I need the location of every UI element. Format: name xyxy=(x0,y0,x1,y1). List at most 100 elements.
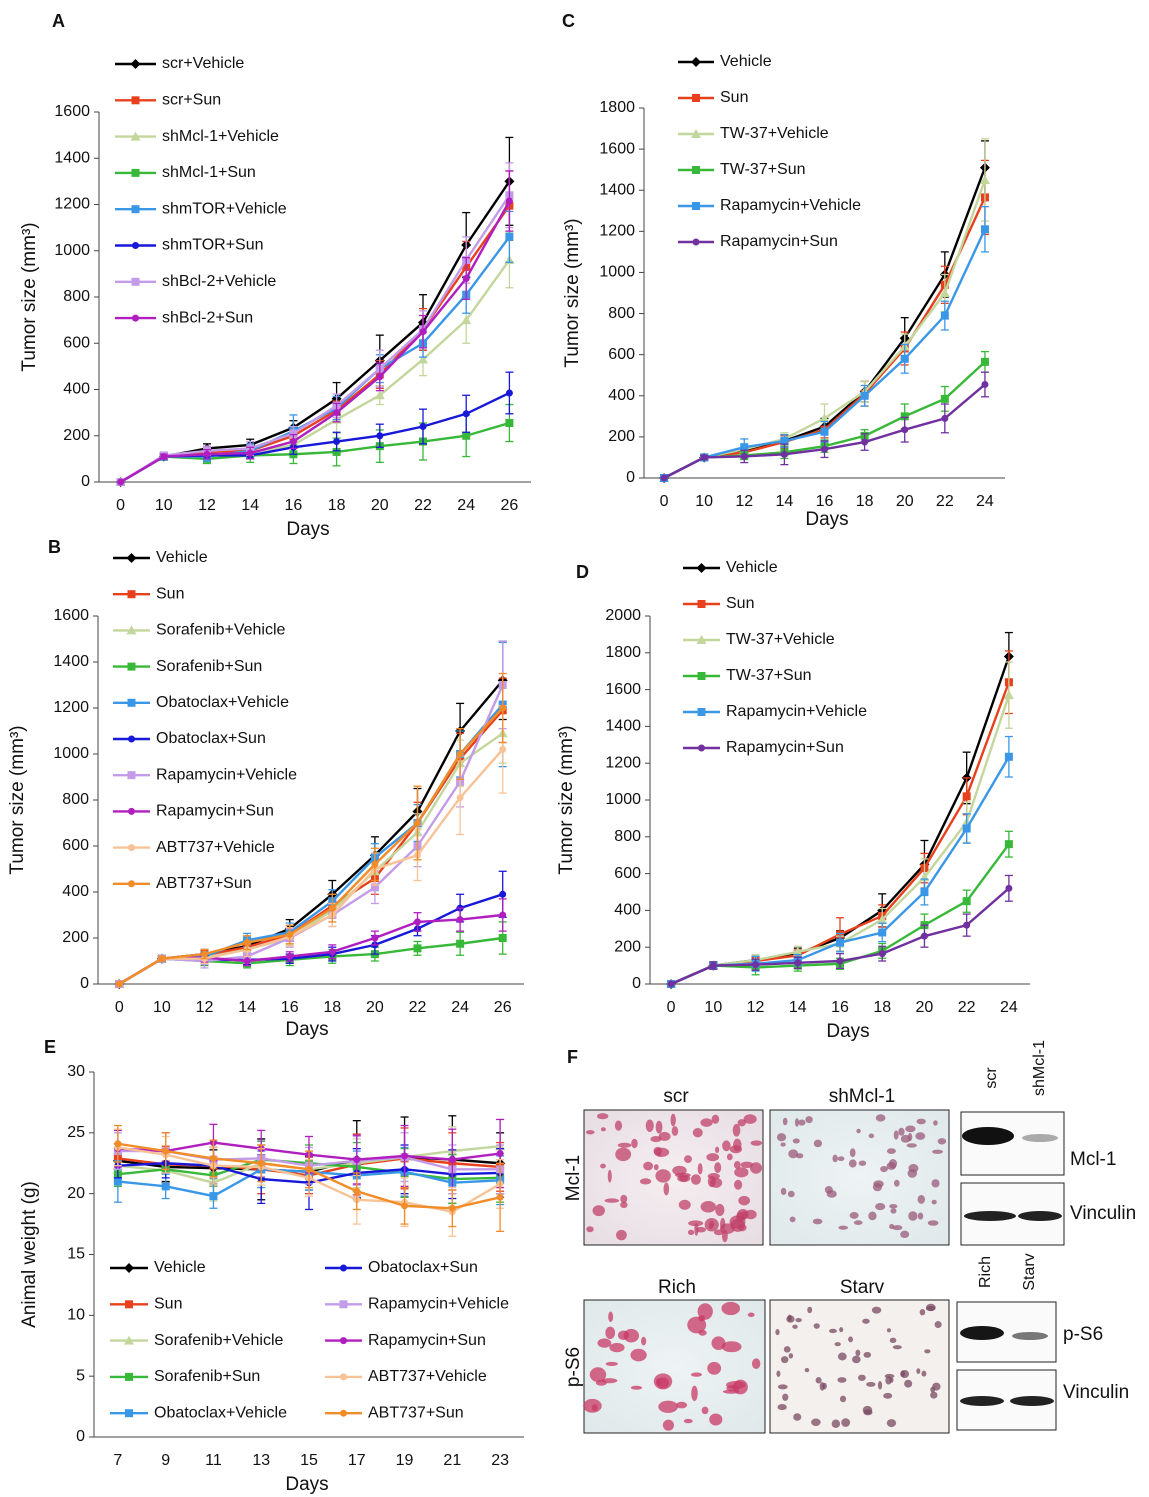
cell xyxy=(721,1341,742,1353)
legend-label: Sorafenib+Vehicle xyxy=(154,1332,284,1349)
marker xyxy=(115,980,123,988)
cell xyxy=(623,1328,640,1343)
marker xyxy=(499,745,507,753)
marker xyxy=(1004,752,1013,761)
series xyxy=(116,170,514,486)
cell xyxy=(709,1413,723,1426)
cell xyxy=(905,1125,916,1133)
marker xyxy=(456,939,465,948)
x-tick-label: 10 xyxy=(153,999,171,1016)
legend-label: scr+Sun xyxy=(162,92,221,109)
x-tick-label: 23 xyxy=(491,1452,509,1469)
cell xyxy=(688,1220,704,1227)
legend-marker xyxy=(130,131,141,141)
y-tick-label: 1600 xyxy=(53,607,89,624)
legend-marker xyxy=(691,57,701,67)
x-tick-label: 9 xyxy=(161,1452,170,1469)
marker xyxy=(878,950,886,958)
legend-label: Sorafenib+Vehicle xyxy=(156,622,286,639)
series xyxy=(117,371,514,486)
y-tick-label: 400 xyxy=(608,387,635,404)
x-tick-label: 22 xyxy=(958,999,976,1016)
marker xyxy=(1003,690,1014,700)
marker xyxy=(462,275,470,282)
marker xyxy=(418,354,428,364)
legend-marker xyxy=(697,708,706,716)
cell xyxy=(886,1328,891,1333)
y-tick-label: 800 xyxy=(62,791,89,808)
marker xyxy=(257,1159,265,1167)
marker xyxy=(780,437,789,445)
cell xyxy=(671,1126,679,1136)
cell xyxy=(583,1398,602,1413)
marker xyxy=(836,957,844,965)
panel-letter: C xyxy=(562,11,575,31)
y-tick-label: 0 xyxy=(632,975,641,992)
legend-label: Obatoclax+Sun xyxy=(156,730,266,747)
marker xyxy=(456,794,464,802)
marker xyxy=(979,174,990,184)
cell xyxy=(609,1342,625,1353)
marker xyxy=(158,955,166,963)
legend-marker xyxy=(340,1337,347,1345)
cell xyxy=(898,1127,905,1136)
y-tick-label: 1800 xyxy=(599,99,635,116)
cell xyxy=(880,1165,888,1173)
marker xyxy=(962,792,971,801)
marker xyxy=(114,1140,122,1148)
x-axis-title: Days xyxy=(286,519,329,540)
legend-marker xyxy=(128,735,135,743)
row-label: Mcl-1 xyxy=(563,1155,584,1201)
marker xyxy=(461,315,472,325)
marker xyxy=(161,1182,170,1191)
cell xyxy=(641,1336,647,1346)
cell xyxy=(858,1160,867,1166)
marker xyxy=(900,354,909,363)
legend-marker xyxy=(127,590,136,599)
legend-marker xyxy=(127,698,136,707)
legend-label: Rapamycin+Vehicle xyxy=(156,766,297,783)
marker xyxy=(660,474,668,482)
blot-label: Vinculin xyxy=(1063,1382,1129,1403)
lane-label: Rich xyxy=(977,1256,994,1288)
marker xyxy=(113,1177,122,1186)
legend-marker xyxy=(696,563,707,573)
marker xyxy=(836,938,844,947)
x-tick-label: 24 xyxy=(451,999,469,1016)
marker xyxy=(414,918,421,926)
marker xyxy=(980,225,989,234)
blot-label: p-S6 xyxy=(1063,1324,1103,1345)
cell xyxy=(692,1127,703,1138)
cell xyxy=(596,1113,609,1120)
marker xyxy=(499,890,507,898)
micrograph xyxy=(769,1299,950,1434)
cell xyxy=(892,1345,902,1350)
marker xyxy=(794,959,802,967)
marker xyxy=(209,1192,218,1201)
legend-label: Sun xyxy=(154,1296,182,1313)
cell xyxy=(706,1153,720,1162)
legend-label: Sun xyxy=(726,595,754,612)
legend-label: TW-37+Vehicle xyxy=(720,125,829,142)
y-tick-label: 1400 xyxy=(605,718,641,735)
cell xyxy=(795,1318,802,1323)
cell xyxy=(908,1211,918,1221)
cell xyxy=(683,1418,693,1424)
y-tick-label: 1600 xyxy=(54,103,90,120)
cell xyxy=(925,1305,936,1312)
marker xyxy=(201,950,208,958)
cell xyxy=(811,1418,821,1426)
cell xyxy=(630,1348,647,1362)
legend-label: Vehicle xyxy=(154,1259,206,1276)
marker xyxy=(117,478,125,486)
lane-label: shMcl-1 xyxy=(1031,1040,1048,1096)
cell xyxy=(743,1114,757,1124)
cell xyxy=(931,1199,937,1205)
cell xyxy=(721,1229,728,1243)
cell xyxy=(813,1139,823,1148)
marker xyxy=(333,438,341,446)
x-tick-label: 7 xyxy=(113,1452,122,1469)
cell xyxy=(789,1216,796,1223)
legend-label: Sorafenib+Sun xyxy=(156,658,262,675)
legend-marker xyxy=(126,625,137,635)
